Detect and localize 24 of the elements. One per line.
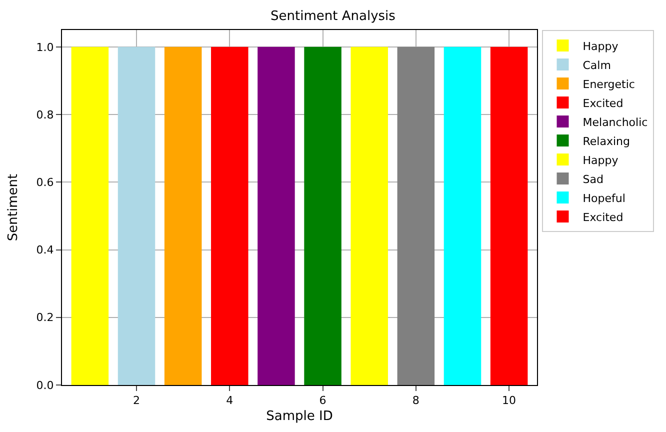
x-tick-label: 6 — [319, 394, 326, 408]
x-tick-label: 2 — [133, 394, 140, 408]
y-tick-label: 0.0 — [36, 378, 54, 392]
x-tick-label: 8 — [412, 394, 420, 408]
y-axis-title: Sentiment — [6, 174, 22, 242]
y-tick-label: 0.4 — [36, 244, 54, 257]
legend-label: Sad — [582, 172, 604, 186]
legend-label: Calm — [582, 58, 611, 72]
legend-label: Happy — [582, 154, 619, 167]
y-tick-label: 0.8 — [36, 108, 54, 122]
legend-label: Energetic — [582, 78, 635, 91]
x-tick-label: 4 — [226, 394, 234, 408]
y-tick-label: 0.2 — [36, 311, 54, 324]
x-tick-label: 10 — [502, 394, 516, 408]
chart-title: Sentiment Analysis — [270, 8, 396, 24]
x-axis-title: Sample ID — [266, 408, 333, 424]
legend-label: Excited — [582, 210, 624, 224]
y-tick-label: 1.0 — [36, 40, 54, 54]
legend-label: Relaxing — [582, 134, 630, 148]
legend-label: Happy — [582, 40, 619, 53]
y-tick-label: 0.6 — [36, 176, 54, 189]
legend-label: Excited — [582, 96, 624, 110]
legend-label: Hopeful — [582, 192, 626, 205]
legend-label: Melancholic — [582, 116, 648, 129]
